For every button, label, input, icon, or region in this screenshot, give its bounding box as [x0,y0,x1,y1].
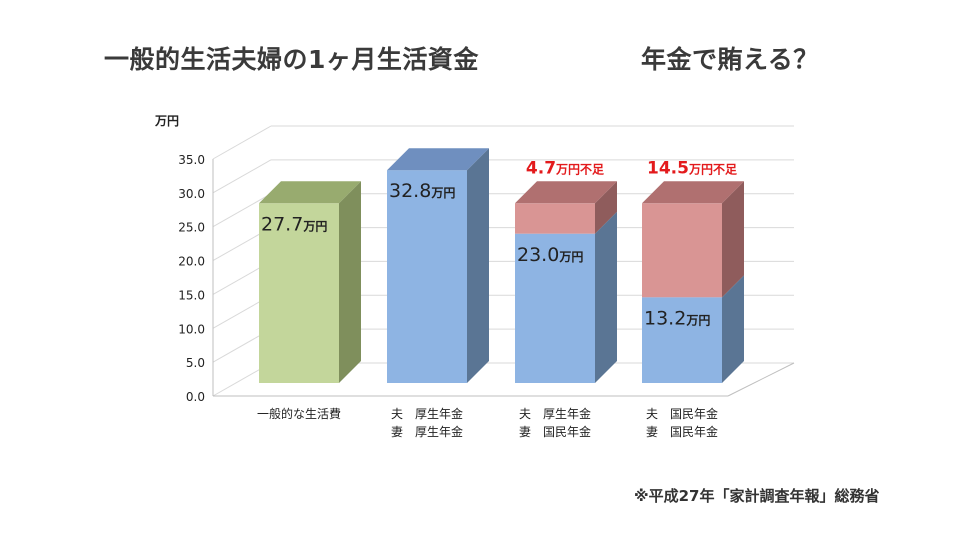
y-tick-label: 0.0 [186,390,205,404]
x-category-label: 夫 厚生年金 [391,406,463,421]
x-category-label: 妻 厚生年金 [391,424,463,439]
bar-side [595,211,617,383]
y-tick-label: 25.0 [178,221,205,235]
x-category-label: 一般的な生活費 [257,406,341,421]
chart-subtitle: 年金で賄える？ [641,45,819,74]
bar-top [259,181,361,204]
shortfall-label: 14.5万円不足 [647,158,737,178]
bar-value-label: 32.8万円 [389,180,455,202]
shortfall-segment-top [642,181,744,204]
source-note: ※平成27年「家計調査年報」総務省 [634,487,880,505]
bar-front [642,297,722,383]
gridline-depth [212,193,272,228]
y-tick-label: 35.0 [178,153,205,167]
shortfall-segment-side [722,181,744,298]
gridline-depth [212,159,272,194]
bar-side [467,148,489,383]
shortfall-segment-front [642,203,722,298]
shortfall-segment-top [515,181,617,204]
x-category-label: 妻 国民年金 [519,424,591,439]
x-category-label: 妻 国民年金 [646,424,718,439]
bar-front [259,203,339,383]
y-tick-label: 15.0 [178,288,205,302]
y-axis-unit: 万円 [154,114,179,128]
bar-value-label: 27.7万円 [261,213,327,235]
bars-layer [259,148,744,383]
y-tick-label: 10.0 [178,322,205,336]
bar-top [387,148,489,171]
bar-side [722,275,744,383]
x-category-label: 夫 厚生年金 [519,406,591,421]
chart-title: 一般的生活夫婦の1ヶ月生活資金 [104,45,479,74]
bar-side [339,181,361,383]
bar-front [515,233,595,383]
gridline-depth [212,125,272,160]
axis-layer: 0.0 5.0 10.0 15.0 20.0 25.0 30.0 35.0 万円 [154,114,214,404]
y-tick-label: 5.0 [186,356,205,370]
shortfall-segment-side [595,181,617,234]
bar-value-label: 13.2万円 [644,307,710,329]
bar-value-label: 23.0万円 [517,244,583,266]
y-tick-label: 20.0 [178,255,205,269]
shortfall-segment-front [515,203,595,234]
shortfall-label: 4.7万円不足 [526,158,604,178]
x-category-label: 夫 国民年金 [646,406,718,421]
bar-front [387,170,467,383]
floor-right-edge [727,362,795,397]
y-tick-label: 30.0 [178,187,205,201]
